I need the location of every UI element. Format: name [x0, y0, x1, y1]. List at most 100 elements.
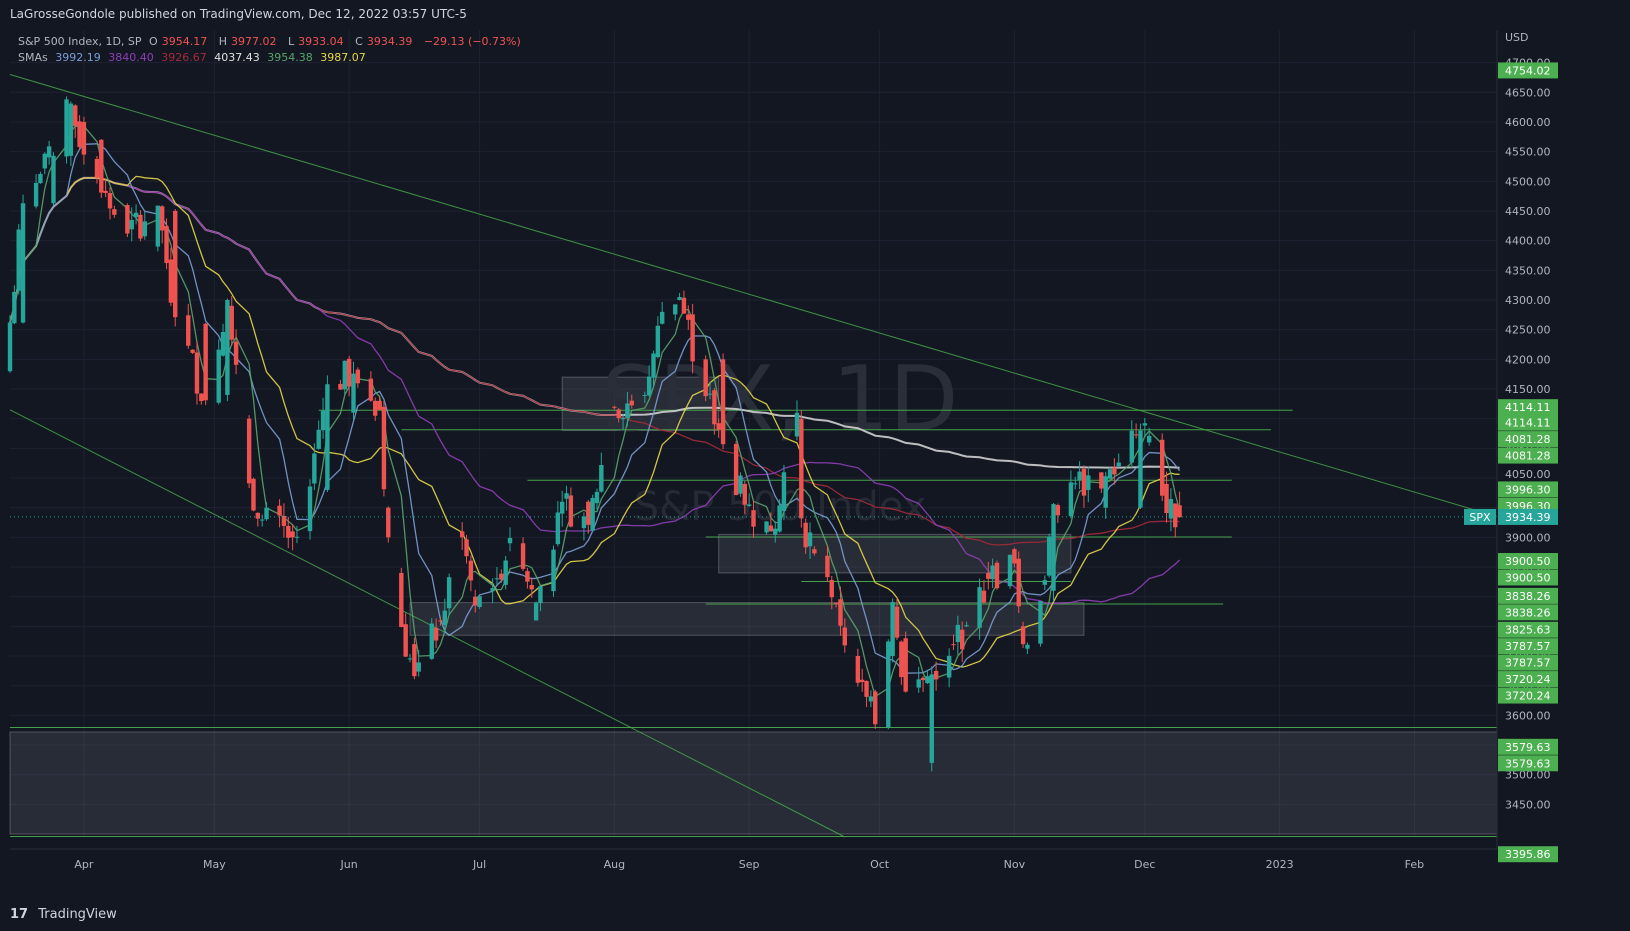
- candle-body: [494, 578, 500, 580]
- price-tick-label: 4150.00: [1505, 383, 1551, 396]
- sma-value-4: 4037.43: [214, 51, 260, 64]
- candle-body: [894, 606, 900, 638]
- candle-body: [442, 610, 447, 626]
- candle: [586, 499, 591, 534]
- candle: [112, 205, 117, 218]
- price-tag-bg: [1498, 604, 1558, 621]
- smas-legend-row: SMAs 3992.19 3840.40 3926.67 4037.43 395…: [18, 50, 525, 66]
- candle-body: [625, 403, 630, 418]
- candle-body: [655, 325, 661, 358]
- tradingview-logo-icon[interactable]: 17: [10, 907, 29, 922]
- last-price-tag-bg: [1498, 508, 1558, 525]
- candle-body: [781, 472, 787, 511]
- candle: [955, 615, 961, 655]
- candle: [386, 506, 391, 543]
- candle: [203, 322, 208, 405]
- price-tag-bg: [1498, 671, 1558, 688]
- candle-body: [1142, 423, 1148, 426]
- price-tag-text: 3838.26: [1505, 590, 1551, 603]
- candle-body: [38, 173, 43, 184]
- price-tag: 3996.30: [1498, 481, 1558, 498]
- candle: [1020, 621, 1026, 648]
- candle: [429, 618, 434, 660]
- candle: [868, 690, 874, 708]
- candle: [599, 452, 604, 493]
- symbol-label[interactable]: S&P 500 Index, 1D, SP: [18, 35, 142, 48]
- candle: [399, 567, 404, 628]
- candle: [768, 512, 774, 532]
- candle: [464, 534, 469, 564]
- price-tag-text: 4754.02: [1505, 64, 1551, 77]
- candle: [733, 440, 739, 496]
- candle-body: [351, 373, 356, 413]
- candle: [103, 178, 108, 198]
- price-tick-label: 4550.00: [1505, 146, 1551, 159]
- candle-body: [429, 623, 434, 659]
- candle: [1055, 503, 1061, 523]
- candle: [916, 666, 921, 693]
- watermark: SPX, 1D S&P 500 Index: [602, 347, 959, 530]
- tradingview-brand[interactable]: TradingView: [38, 907, 117, 922]
- candle: [646, 365, 652, 397]
- candle: [433, 618, 439, 649]
- price-tag: 3838.26: [1498, 604, 1558, 621]
- candle-body: [316, 429, 321, 449]
- candle-body: [751, 510, 756, 527]
- candle: [338, 379, 343, 390]
- candle-body: [294, 536, 300, 538]
- candle-body: [155, 205, 161, 247]
- price-tick-label: 3600.00: [1505, 709, 1551, 722]
- last-price-text: 3934.39: [1505, 511, 1551, 524]
- candle-body: [173, 210, 178, 318]
- candle: [125, 203, 130, 238]
- candle-body: [1055, 505, 1061, 516]
- candle: [73, 104, 78, 138]
- candle: [403, 613, 408, 658]
- candle-body: [920, 677, 926, 681]
- candle-body: [659, 311, 665, 324]
- candle-body: [951, 644, 956, 646]
- candle-body: [168, 259, 174, 303]
- candle-body: [746, 504, 752, 506]
- candle-body: [677, 297, 682, 300]
- candle-body: [1016, 558, 1021, 607]
- candle-body: [768, 525, 774, 532]
- candle-body: [1133, 434, 1139, 436]
- candle: [929, 666, 934, 772]
- candle-body: [251, 478, 256, 511]
- price-tag-text: 3900.50: [1505, 555, 1551, 568]
- price-tag-bg: [1498, 62, 1558, 79]
- candle-body: [773, 528, 778, 535]
- candle: [703, 355, 708, 402]
- candle: [977, 578, 982, 640]
- sma-value-3: 3926.67: [161, 51, 207, 64]
- candle: [1177, 491, 1182, 518]
- candle: [12, 285, 17, 325]
- price-tag-text: 4114.11: [1505, 401, 1551, 414]
- sma-value-6: 3987.07: [320, 51, 366, 64]
- candle: [677, 292, 682, 301]
- candle: [1107, 467, 1113, 481]
- candle-body: [1146, 435, 1152, 443]
- candle: [190, 349, 195, 354]
- candle-body: [507, 537, 513, 544]
- price-tick-label: 4500.00: [1505, 175, 1551, 188]
- candle: [220, 323, 226, 357]
- candle-body: [520, 543, 526, 569]
- candle-body: [99, 139, 104, 193]
- price-tag-bg: [1498, 654, 1558, 671]
- candle: [716, 418, 721, 438]
- candle-body: [590, 497, 595, 531]
- candle-body: [1012, 549, 1017, 564]
- candle-body: [712, 390, 717, 425]
- candle-body: [246, 418, 252, 484]
- candle: [225, 298, 230, 402]
- candle-body: [216, 349, 221, 403]
- candle-body: [1051, 504, 1056, 591]
- smas-label[interactable]: SMAs: [18, 51, 48, 64]
- candle: [651, 350, 656, 388]
- candle-body: [986, 572, 991, 579]
- candle-body: [707, 393, 713, 395]
- candle-body: [807, 532, 813, 547]
